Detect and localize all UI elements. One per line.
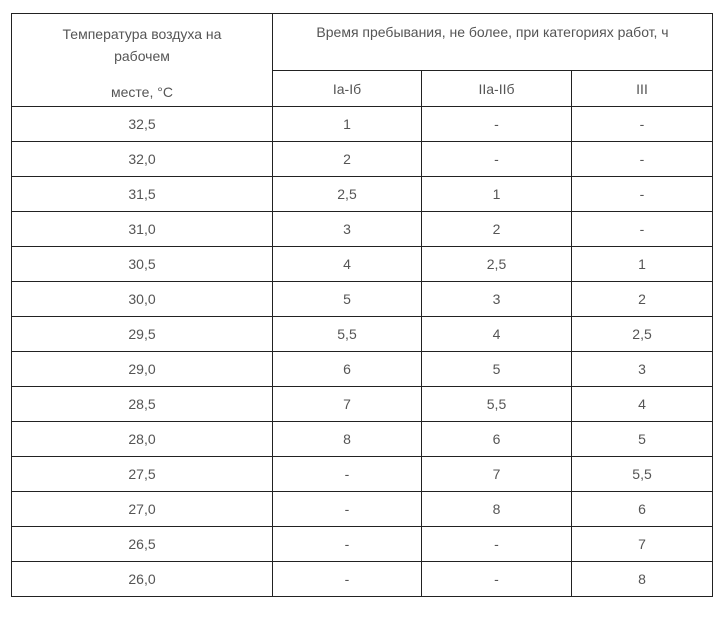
temperature-cell: 31,0 [11, 211, 273, 247]
table-row: 26,0- -8 [11, 561, 714, 597]
time-cell: - [421, 561, 572, 597]
time-cell: 8 [421, 491, 572, 527]
time-cell: 8 [272, 421, 422, 457]
time-cell: 2 [272, 141, 422, 177]
temperature-cell: 27,5 [11, 456, 273, 492]
header-temperature: Температура воздуха на рабочем месте, °C [11, 13, 273, 107]
time-cell: 4 [272, 246, 422, 282]
temperature-cell: 32,5 [11, 106, 273, 142]
time-cell: 3 [421, 281, 572, 317]
time-cell: - [421, 106, 572, 142]
table-row: 31,0 3 2- [11, 211, 714, 247]
header-category-1: Ia-Iб [272, 70, 422, 107]
time-cell: - [272, 561, 422, 597]
time-cell: 5 [421, 351, 572, 387]
table-row: 28,0 8 6 5 [11, 421, 714, 457]
time-cell: 7 [272, 386, 422, 422]
time-cell: - [421, 526, 572, 562]
header-time: Время пребывания, не более, при категори… [271, 13, 714, 71]
time-cell: 5 [272, 281, 422, 317]
time-cell: 5,5 [421, 386, 572, 422]
header-category-3: III [570, 70, 714, 107]
time-cell: 6 [570, 491, 714, 527]
header-temperature-line3: месте, °C [111, 84, 173, 100]
time-cell: 5 [570, 421, 714, 457]
time-cell: 5,5 [272, 316, 422, 352]
table-row: 30,5 4 2,5 1 [11, 246, 714, 282]
time-cell: 3 [570, 351, 714, 387]
table-row: 26,5- -7 [11, 526, 714, 562]
table-row: 32,0 2- - [11, 141, 714, 177]
table-row: 32,5 1- - [11, 106, 714, 142]
time-cell: - [421, 141, 572, 177]
time-cell: 1 [570, 246, 714, 282]
temperature-cell: 30,5 [11, 246, 273, 282]
time-cell: 4 [570, 386, 714, 422]
time-cell: 8 [570, 561, 714, 597]
temperature-cell: 26,0 [11, 561, 273, 597]
table-row: 31,5 2,5 1- [11, 176, 714, 212]
table-row: 29,0 6 5 3 [11, 351, 714, 387]
time-cell: - [570, 141, 714, 177]
time-cell: 6 [421, 421, 572, 457]
time-cell: 1 [272, 106, 422, 142]
table-row: 30,0 5 3 2 [11, 281, 714, 317]
temperature-cell: 27,0 [11, 491, 273, 527]
header-temperature-line2: рабочем [114, 48, 170, 64]
time-cell: 1 [421, 176, 572, 212]
time-cell: - [570, 176, 714, 212]
table-row: 29,5 5,5 4 2,5 [11, 316, 714, 352]
time-cell: 3 [272, 211, 422, 247]
temperature-cell: 26,5 [11, 526, 273, 562]
time-cell: 7 [570, 526, 714, 562]
temperature-time-table: Температура воздуха на рабочем месте, °C… [11, 13, 714, 597]
temperature-cell: 32,0 [11, 141, 273, 177]
temperature-cell: 28,0 [11, 421, 273, 457]
header-category-2: IIa-IIб [421, 70, 572, 107]
time-cell: - [272, 526, 422, 562]
table-row: 27,5-7 5,5 [11, 456, 714, 492]
time-cell: 7 [421, 456, 572, 492]
temperature-cell: 28,5 [11, 386, 273, 422]
time-cell: 4 [421, 316, 572, 352]
time-cell: 5,5 [570, 456, 714, 492]
time-cell: - [272, 456, 422, 492]
table-row: 27,0-8 6 [11, 491, 714, 527]
time-cell: 2,5 [421, 246, 572, 282]
time-cell: 2 [570, 281, 714, 317]
table-row: 28,5 7 5,5 4 [11, 386, 714, 422]
time-cell: 2,5 [272, 176, 422, 212]
time-cell: 2,5 [570, 316, 714, 352]
temperature-cell: 29,5 [11, 316, 273, 352]
time-cell: - [570, 106, 714, 142]
time-cell: 6 [272, 351, 422, 387]
temperature-cell: 30,0 [11, 281, 273, 317]
header-temperature-line1: Температура воздуха на [62, 26, 222, 42]
time-cell: - [570, 211, 714, 247]
time-cell: - [272, 491, 422, 527]
time-cell: 2 [421, 211, 572, 247]
temperature-cell: 31,5 [11, 176, 273, 212]
temperature-cell: 29,0 [11, 351, 273, 387]
